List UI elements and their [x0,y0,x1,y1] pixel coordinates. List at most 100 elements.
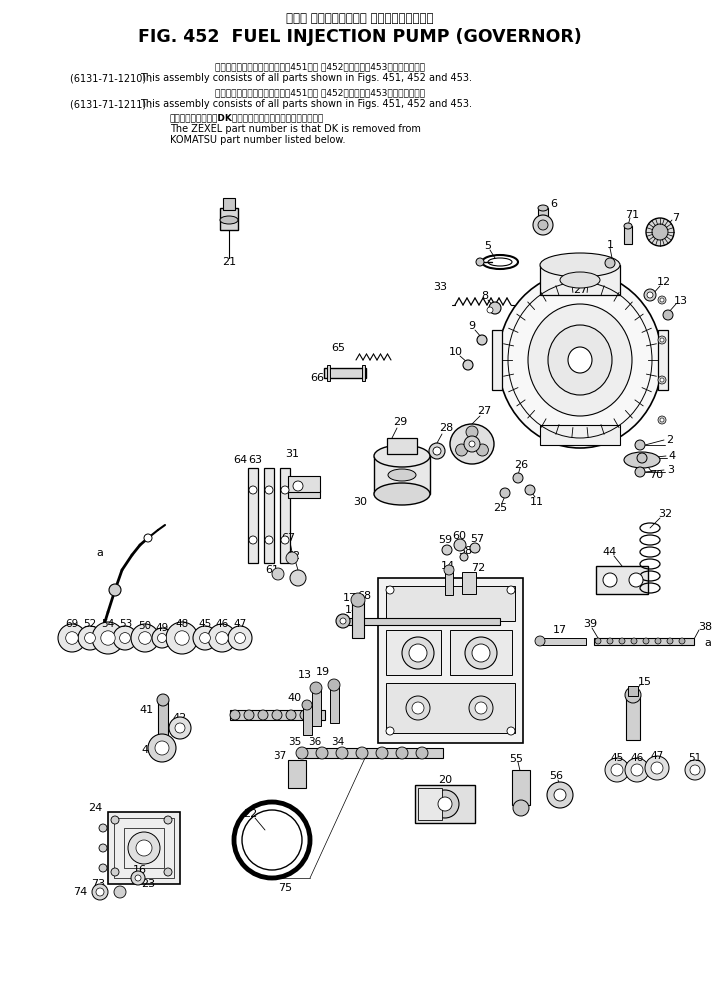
Bar [415,785,475,823]
Bar [538,208,548,226]
Text: 46: 46 [216,619,229,629]
Circle shape [635,467,645,477]
Text: 40: 40 [288,693,302,703]
Text: 19: 19 [316,667,330,677]
Bar [124,828,164,868]
Ellipse shape [220,216,238,224]
Circle shape [663,310,673,320]
Text: 61: 61 [265,565,279,575]
Circle shape [533,215,553,235]
Circle shape [58,624,86,652]
Bar [288,490,320,498]
Circle shape [470,543,480,553]
Bar [450,630,512,675]
Bar [445,570,453,595]
Circle shape [99,844,107,852]
Circle shape [99,824,107,832]
Ellipse shape [450,424,494,464]
Circle shape [144,534,152,542]
Circle shape [300,710,310,720]
Circle shape [111,868,119,876]
Text: 37: 37 [273,751,287,761]
Circle shape [386,586,394,594]
Circle shape [625,758,649,782]
Circle shape [469,696,493,720]
Circle shape [336,747,348,759]
Circle shape [547,782,573,808]
Circle shape [685,760,705,780]
Bar [387,438,417,454]
Text: 64: 64 [233,455,247,465]
Text: このアセンブリの構成部品は第451図， 第452図および第453図を含みます。: このアセンブリの構成部品は第451図， 第452図および第453図を含みます。 [215,62,425,71]
Circle shape [660,338,664,342]
Circle shape [679,638,685,644]
Bar [230,710,325,720]
Circle shape [406,696,430,720]
Text: 42: 42 [173,713,187,723]
Text: 67: 67 [281,533,295,543]
Circle shape [92,622,124,654]
Bar [596,566,648,594]
Text: 8: 8 [482,291,489,301]
Circle shape [456,444,468,456]
Circle shape [386,727,394,735]
Ellipse shape [429,443,445,459]
Text: 25: 25 [493,503,507,513]
Circle shape [535,636,545,646]
Circle shape [230,710,240,720]
Ellipse shape [374,445,430,467]
Circle shape [637,453,647,463]
Circle shape [538,220,548,230]
Circle shape [234,633,245,644]
Bar [330,685,339,723]
Text: 71: 71 [625,210,639,220]
Circle shape [99,864,107,872]
Text: 16: 16 [133,865,147,875]
Circle shape [265,536,273,544]
Text: 55: 55 [509,754,523,764]
Text: 31: 31 [285,449,299,459]
Circle shape [356,747,368,759]
Circle shape [131,871,145,885]
Text: 27: 27 [477,406,491,416]
Circle shape [193,626,217,650]
Bar [352,600,364,638]
Circle shape [431,790,459,818]
Circle shape [101,631,115,645]
Circle shape [625,687,641,703]
Circle shape [92,630,108,646]
Bar [264,468,274,563]
Circle shape [554,789,566,801]
Circle shape [155,741,169,755]
Circle shape [660,298,664,302]
Circle shape [216,632,229,644]
Circle shape [175,723,185,733]
Circle shape [463,360,473,370]
Circle shape [631,638,637,644]
Text: 11: 11 [530,497,544,507]
Circle shape [157,694,169,706]
Circle shape [605,258,615,268]
Circle shape [328,679,340,691]
Circle shape [258,710,268,720]
Circle shape [652,224,668,240]
Text: 51: 51 [689,753,702,763]
Text: 1: 1 [606,240,614,250]
Text: 48: 48 [175,619,189,629]
Circle shape [128,832,160,864]
Circle shape [136,840,152,856]
Text: 41: 41 [140,705,154,715]
Bar [280,468,290,563]
Text: 54: 54 [102,619,115,629]
Circle shape [272,710,282,720]
Circle shape [92,884,108,900]
Text: 17: 17 [553,625,567,635]
Circle shape [265,486,273,494]
Text: (6131-71-1210) :: (6131-71-1210) : [70,73,153,83]
Circle shape [658,296,666,304]
Circle shape [646,218,674,246]
Text: 17: 17 [343,593,357,603]
Circle shape [402,637,434,669]
Bar [386,586,515,621]
Text: 68: 68 [357,591,371,601]
